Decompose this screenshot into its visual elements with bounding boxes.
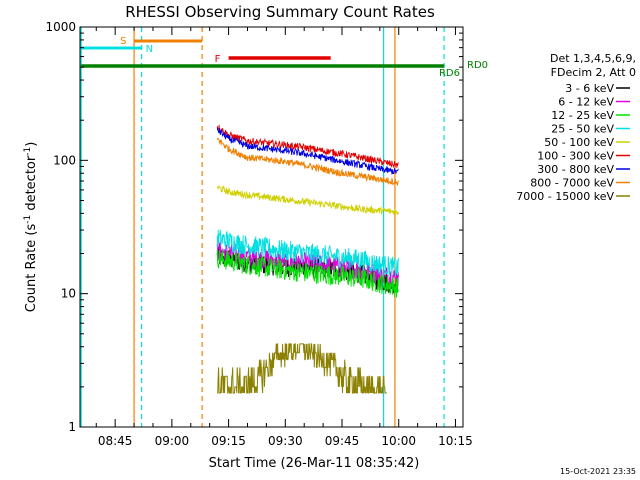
legend-entry-label: 3 - 6 keV (565, 82, 614, 95)
series-line (216, 138, 399, 186)
y-tick-label: 10 (61, 287, 76, 301)
series-2 (216, 249, 399, 298)
series-line (217, 343, 387, 394)
legend-entry-label: 100 - 300 keV (537, 150, 614, 163)
series-4 (216, 185, 399, 216)
series-line (216, 124, 399, 169)
x-tick-label: 09:15 (211, 434, 246, 448)
series-7 (216, 138, 399, 186)
x-tick-label: 10:15 (438, 434, 473, 448)
x-tick-label: 09:00 (155, 434, 190, 448)
legend-header-line-2: FDecim 2, Att 0 (551, 66, 636, 79)
y-tick-label: 1000 (45, 20, 76, 34)
chart-title: RHESSI Observing Summary Count Rates (125, 3, 435, 21)
annotation-label-rd6: RD6 (439, 68, 460, 79)
legend-entry-label: 25 - 50 keV (551, 123, 614, 136)
legend-entry-label: 12 - 25 keV (551, 109, 614, 122)
series-line (216, 127, 399, 175)
series-8 (217, 343, 387, 394)
legend-header-line-1: Det 1,3,4,5,6,9, (550, 52, 636, 65)
series-6 (216, 127, 399, 175)
x-tick-label: 08:45 (98, 434, 133, 448)
plot-area: S N F RD0 RD6 (80, 27, 488, 427)
x-axis: 08:45 09:00 09:15 09:30 09:45 10:00 10:15 (95, 27, 473, 448)
x-tick-label: 10:00 (381, 434, 416, 448)
legend: Det 1,3,4,5,6,9, FDecim 2, Att 0 3 - 6 k… (516, 52, 636, 203)
x-tick-label: 09:30 (268, 434, 303, 448)
legend-entry-label: 300 - 800 keV (537, 163, 614, 176)
annotation-label-s: S (120, 36, 126, 47)
legend-entry-label: 7000 - 15000 keV (516, 190, 614, 203)
y-axis-label: Count Rate (s-1 detector-1) (23, 142, 39, 313)
x-tick-label: 09:45 (325, 434, 360, 448)
legend-entry-label: 6 - 12 keV (558, 96, 614, 109)
legend-entry-label: 50 - 100 keV (544, 136, 614, 149)
generation-timestamp: 15-Oct-2021 23:35 (560, 467, 636, 476)
annotation-label-f: F (215, 54, 221, 65)
series-line (216, 249, 399, 298)
series-line (216, 185, 399, 216)
series-5 (216, 124, 399, 169)
plot-frame (79, 26, 464, 428)
series-line (216, 229, 399, 277)
y-tick-label: 100 (53, 153, 76, 167)
series-3 (216, 229, 399, 277)
legend-entry-label: 800 - 7000 keV (530, 177, 614, 190)
annotation-label-rd0: RD0 (467, 60, 488, 71)
y-tick-label: 1 (68, 420, 76, 434)
annotation-label-n: N (146, 44, 153, 55)
x-axis-label: Start Time (26-Mar-11 08:35:42) (209, 456, 420, 471)
y-axis: 1 10 100 1000 (45, 20, 463, 434)
